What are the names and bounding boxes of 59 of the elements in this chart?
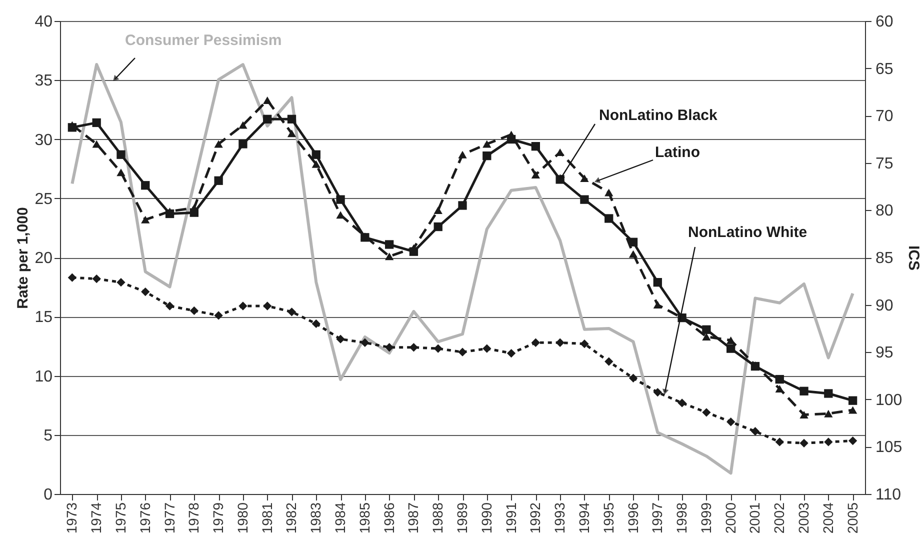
x-tick-label: 1978	[186, 502, 202, 534]
x-tick-label: 1980	[234, 502, 250, 534]
y-axis-title: Rate per 1,000	[14, 207, 32, 309]
x-tick-label: 2002	[771, 502, 788, 534]
x-tick-label: 2005	[844, 502, 860, 534]
y2-tick-label: 60	[876, 14, 894, 30]
x-tick-label: 1987	[405, 502, 422, 534]
text: Consumer Pessimism	[125, 32, 282, 49]
y-tick-label: 30	[34, 132, 53, 149]
x-tick-label: 1983	[308, 502, 324, 534]
text: Latino	[655, 144, 700, 161]
x-tick-label: 1991	[502, 502, 519, 534]
x-tick-label: 1989	[454, 502, 470, 534]
x-tick-label: 1994	[576, 502, 592, 534]
y2-tick-label: 75	[876, 155, 894, 172]
text: NonLatino Black	[599, 107, 718, 124]
x-tick-label: 2001	[746, 502, 763, 534]
x-tick-label: 1981	[258, 502, 275, 534]
x-tick-label: 1976	[136, 502, 153, 534]
y2-tick-label: 95	[876, 344, 894, 362]
y2-tick-label: 90	[876, 297, 894, 314]
x-tick-label: 1992	[527, 502, 544, 534]
x-tick-label: 2000	[722, 502, 738, 534]
y-tick-label: 10	[34, 368, 53, 386]
y2-tick-label: 110	[876, 486, 902, 504]
x-tick-label: 1998	[674, 502, 690, 534]
x-tick-label: 1993	[552, 502, 568, 534]
x-tick-label: 1986	[380, 502, 397, 534]
x-tick-label: 1984	[332, 502, 348, 534]
x-tick-label: 2003	[796, 502, 812, 534]
y-tick-label: 25	[34, 190, 53, 208]
x-tick-label: 1982	[283, 502, 300, 534]
x-tick-label: 1997	[649, 502, 666, 534]
y2-tick-label: 65	[876, 60, 894, 78]
y2-tick-label: 100	[876, 392, 902, 409]
x-tick-label: 1988	[430, 502, 446, 534]
y2-tick-label: 105	[876, 439, 902, 456]
x-tick-label: 2004	[820, 502, 836, 534]
x-tick-label: 1977	[161, 502, 178, 534]
y-tick-label: 15	[34, 309, 53, 326]
y-tick-label: 35	[34, 72, 53, 90]
y-tick-label: 20	[34, 250, 53, 267]
y-tick-label: 5	[44, 427, 53, 444]
x-tick-label: 1974	[88, 502, 104, 534]
y-tick-label: 0	[44, 486, 53, 504]
x-tick-label: 1990	[478, 502, 494, 534]
x-tick-label: 1995	[600, 502, 616, 534]
x-tick-label: 1985	[356, 502, 372, 534]
x-tick-label: 1996	[624, 502, 641, 534]
x-tick-label: 1975	[112, 502, 128, 534]
y2-tick-label: 85	[876, 250, 894, 267]
x-tick-label: 1973	[64, 502, 80, 534]
y2-axis-title: ICS	[905, 245, 922, 271]
x-tick-label: 1999	[698, 502, 714, 534]
y-tick-label: 40	[34, 14, 53, 30]
text: NonLatino White	[688, 224, 808, 241]
y2-tick-label: 70	[876, 108, 894, 126]
y2-tick-label: 80	[876, 202, 894, 220]
x-tick-label: 1979	[210, 502, 226, 534]
